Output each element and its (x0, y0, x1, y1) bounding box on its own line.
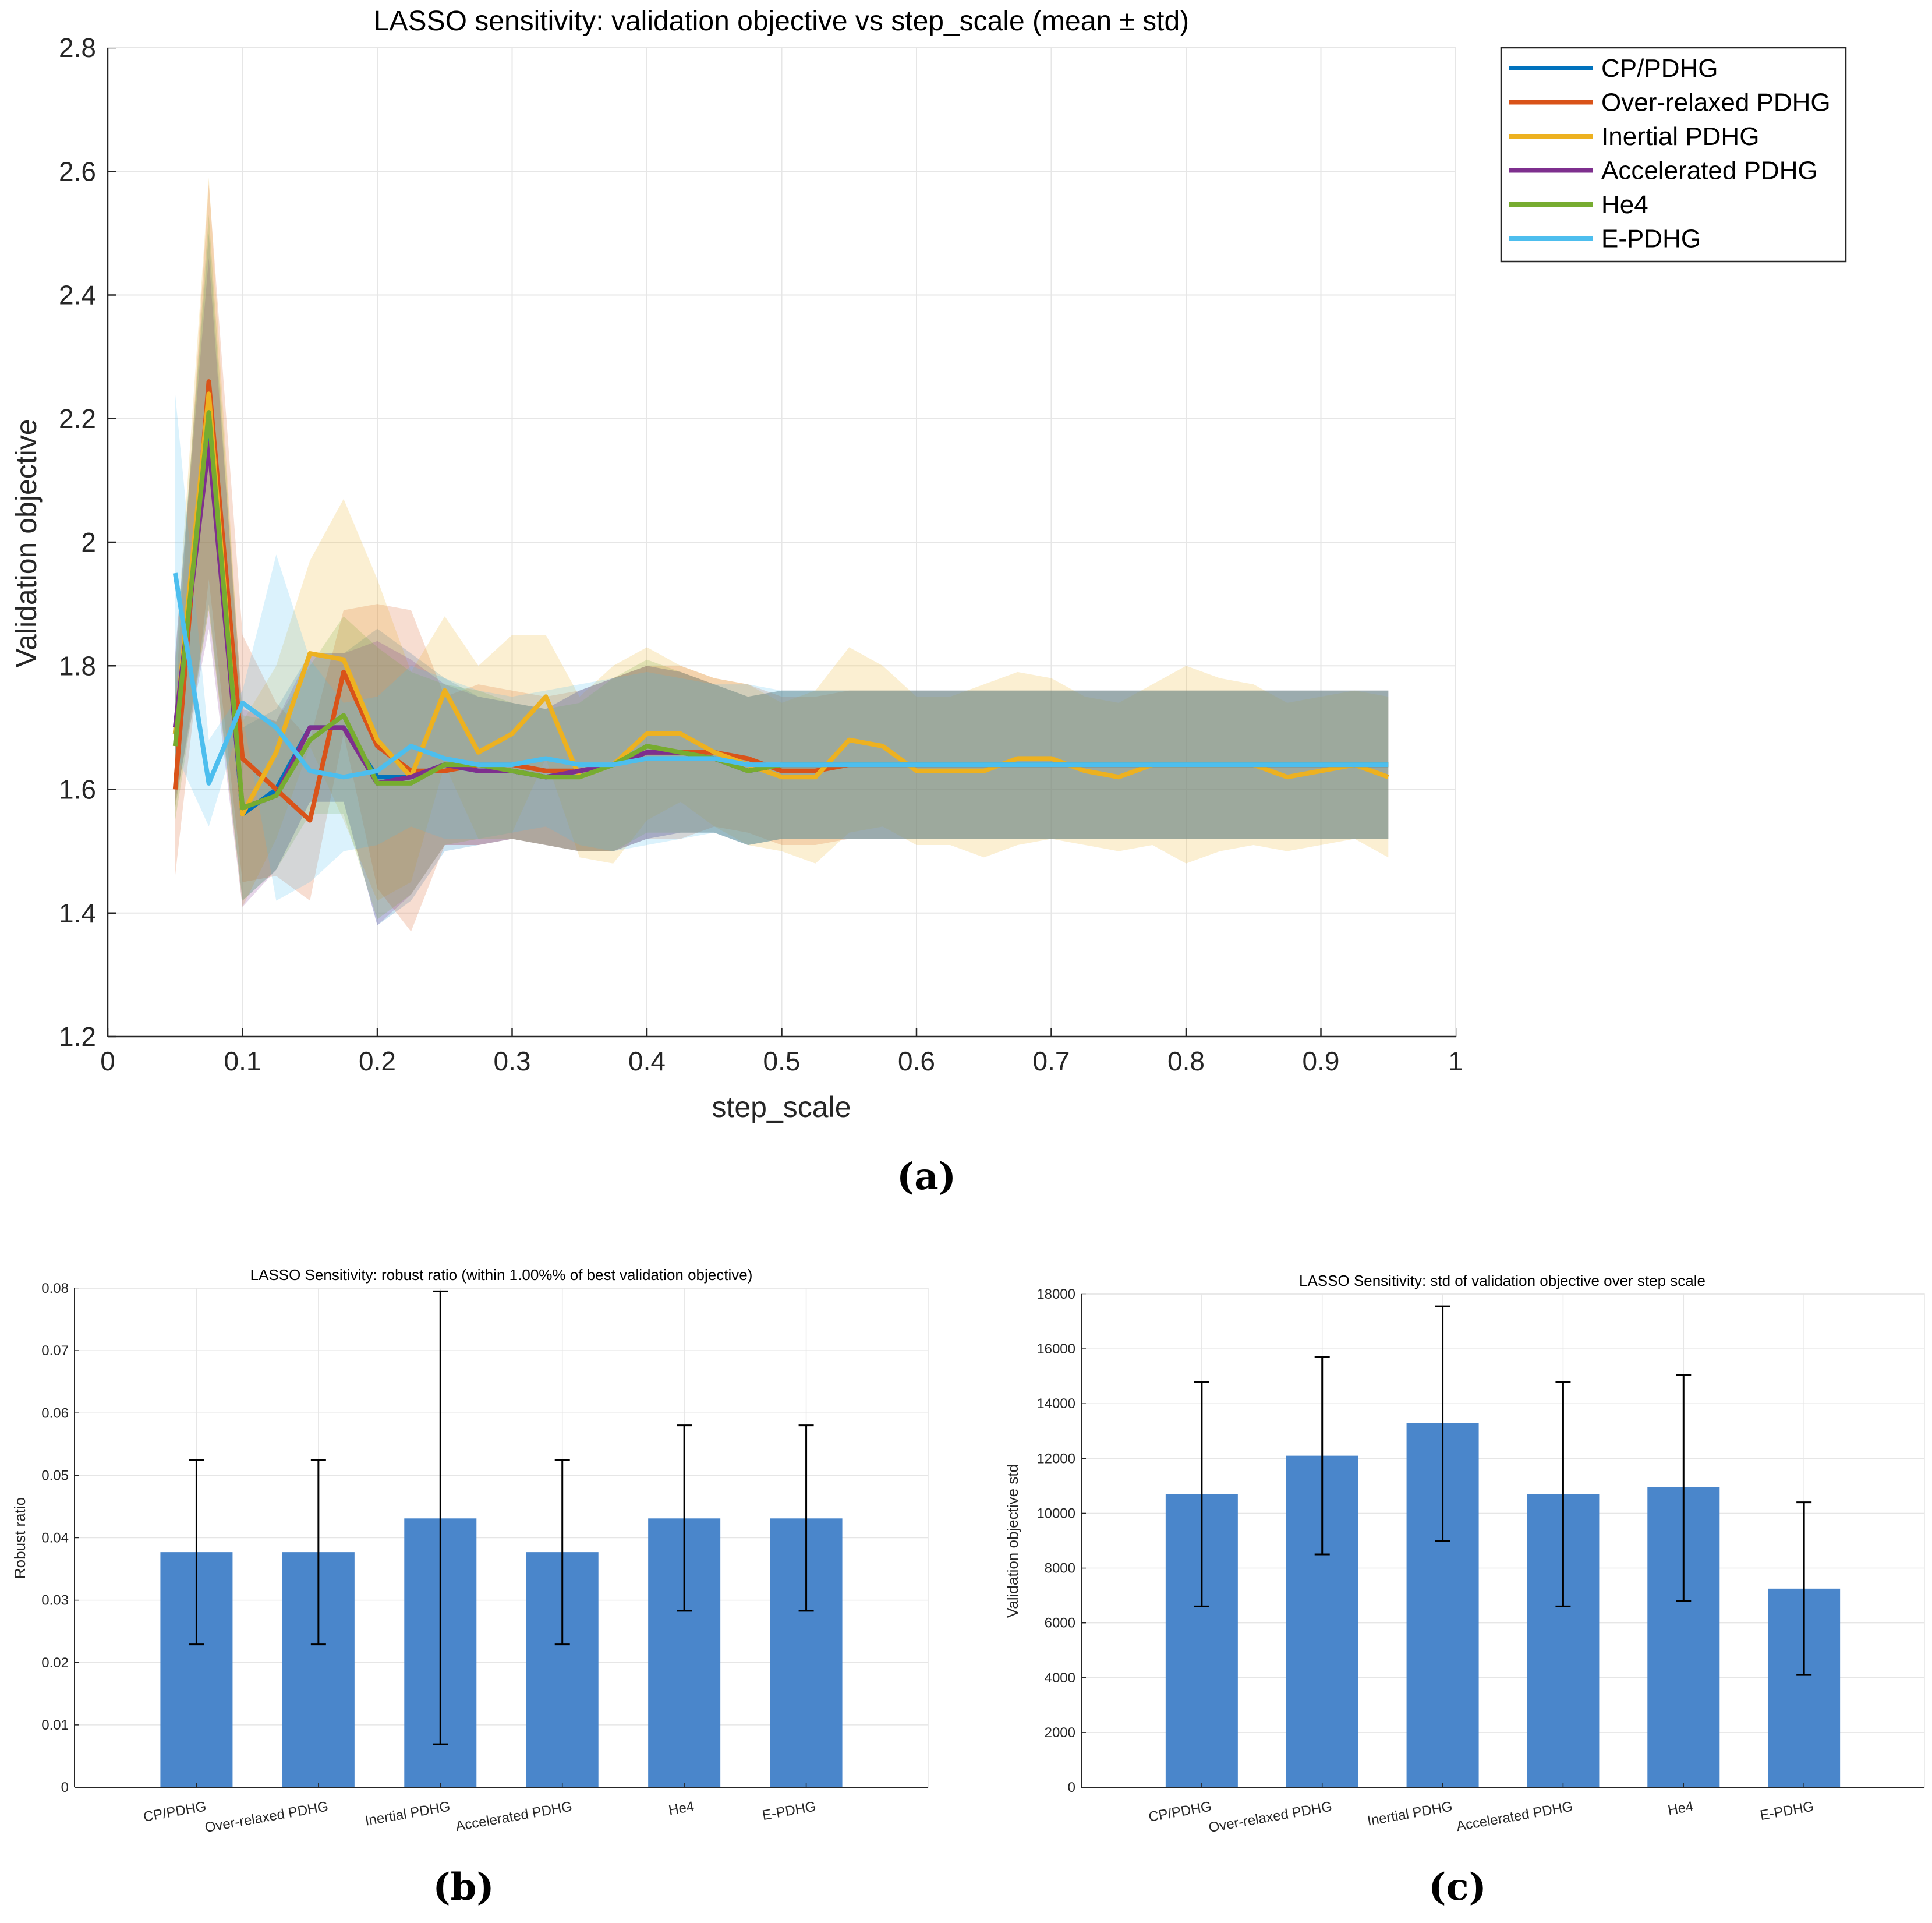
b-xtick-label: Inertial PDHG (364, 1798, 451, 1829)
legend-label-e-pdhg: E-PDHG (1601, 225, 1701, 253)
a-ytick-label: 2.6 (59, 156, 96, 186)
legend-label-over-relaxed-pdhg: Over-relaxed PDHG (1601, 89, 1831, 117)
legend-label-inertial-pdhg: Inertial PDHG (1601, 122, 1759, 151)
b-caption: (b) (433, 1865, 494, 1909)
b-xtick-label: E-PDHG (761, 1798, 818, 1823)
a-ytick-label: 2.4 (59, 280, 96, 310)
c-ytick-label: 10000 (1036, 1505, 1075, 1521)
a-xlabel: step_scale (712, 1091, 851, 1123)
a-xtick-label: 0.5 (763, 1046, 801, 1076)
c-ytick-label: 16000 (1036, 1341, 1075, 1357)
c-xtick-label: Accelerated PDHG (1455, 1798, 1574, 1834)
panel-b: 0 0.01 0.02 0.03 0.04 0.05 0.06 0.07 0.08 CP/PDHG… (11, 1266, 929, 1909)
b-ytick-label: 0.01 (41, 1717, 69, 1733)
b-bars (160, 1518, 843, 1787)
a-xtick-label: 0.2 (359, 1046, 396, 1076)
c-ytick-label: 6000 (1045, 1616, 1075, 1631)
a-ytick-label: 1.2 (59, 1021, 96, 1052)
a-xtick-label: 0.7 (1033, 1046, 1070, 1076)
c-ytick-label: 14000 (1036, 1396, 1075, 1412)
legend-label-cp-pdhg: CP/PDHG (1601, 54, 1718, 83)
c-ytick-label: 2000 (1045, 1725, 1075, 1741)
b-ytick-label: 0.06 (41, 1405, 69, 1421)
legend-label-accelerated-pdhg: Accelerated PDHG (1601, 157, 1818, 185)
std-band-inertial-pdhg (175, 177, 1389, 907)
std-band-over-relaxed-pdhg (175, 183, 1389, 932)
a-ytick-label: 1.8 (59, 651, 96, 681)
std-band-he4 (175, 214, 1389, 920)
a-xtick-label: 0.8 (1167, 1046, 1205, 1076)
a-xtick-label: 0 (100, 1046, 115, 1076)
c-ylabel: Validation objective std (1004, 1464, 1021, 1618)
a-caption: (a) (897, 1155, 956, 1199)
b-title: LASSO Sensitivity: robust ratio (within … (250, 1266, 753, 1284)
c-axes (1081, 1293, 1925, 1788)
c-xtick-label: He4 (1666, 1798, 1694, 1818)
a-xtick-label: 0.3 (494, 1046, 531, 1076)
a-xtick-label: 0.4 (628, 1046, 666, 1076)
c-ytick-label: 0 (1068, 1780, 1075, 1795)
std-band-e-pdhg (175, 394, 1389, 901)
b-xtick-label: Over-relaxed PDHG (204, 1798, 330, 1836)
a-legend: CP/PDHG Over-relaxed PDHG Inertial PDHG Acc… (1500, 47, 1847, 263)
c-xtick-label: Over-relaxed PDHG (1208, 1798, 1333, 1836)
a-ytick-label: 2.8 (59, 33, 96, 63)
a-legend-box (1500, 47, 1847, 263)
c-ytick-label: 8000 (1045, 1561, 1075, 1576)
c-ytick-label: 18000 (1036, 1286, 1075, 1302)
a-grid (108, 48, 1456, 1037)
b-ytick-label: 0.02 (41, 1655, 69, 1671)
panel-c: 0 2000 4000 6000 8000 10000 12000 14000 16000 180… (1004, 1272, 1925, 1909)
b-xtick-label: Accelerated PDHG (454, 1798, 573, 1834)
b-xtick-label: He4 (667, 1798, 695, 1818)
b-ytick-label: 0.07 (41, 1343, 69, 1359)
a-title: LASSO sensitivity: validation objective … (374, 6, 1189, 37)
b-ytick-label: 0.05 (41, 1468, 69, 1483)
c-ytick-label: 4000 (1045, 1670, 1075, 1686)
b-ytick-label: 0.03 (41, 1593, 69, 1609)
a-axes (107, 47, 1457, 1038)
a-xtick-label: 0.6 (898, 1046, 935, 1076)
std-band-accelerated-pdhg (175, 257, 1389, 925)
b-error-bars (189, 1290, 814, 1745)
a-xtick-label: 0.9 (1303, 1046, 1340, 1076)
series-line-e-pdhg (172, 572, 1389, 786)
c-caption: (c) (1428, 1865, 1487, 1909)
b-axes (74, 1288, 929, 1788)
c-xtick-label: E-PDHG (1759, 1798, 1816, 1823)
b-xtick-label: CP/PDHG (142, 1798, 207, 1825)
a-xtick-label: 0.1 (224, 1046, 261, 1076)
a-ylabel: Validation objective (10, 419, 43, 667)
a-mean-lines (172, 379, 1389, 823)
c-ytick-label: 12000 (1036, 1451, 1075, 1466)
c-xtick-label: CP/PDHG (1148, 1798, 1213, 1825)
b-ytick-label: 0.08 (41, 1281, 69, 1296)
a-tick-labels: 0 0.1 0.2 0.3 0.4 0.5 0.6 0.7 0.8 0.9 1 1.2 1.4 1.6 1.… (59, 33, 1463, 1076)
a-ytick-label: 2 (81, 527, 96, 557)
b-ylabel: Robust ratio (11, 1497, 29, 1579)
b-ytick-label: 0 (61, 1780, 69, 1795)
c-title: LASSO Sensitivity: std of validation obj… (1299, 1272, 1705, 1289)
panel-a: 0 0.1 0.2 0.3 0.4 0.5 0.6 0.7 0.8 0.9 1 1.2 1.4 1.6 1.… (10, 6, 1847, 1199)
c-error-bars (1194, 1305, 1812, 1676)
c-xtick-label: Inertial PDHG (1366, 1798, 1453, 1829)
a-ytick-label: 1.4 (59, 898, 96, 928)
legend-label-he4: He4 (1601, 190, 1648, 219)
a-ytick-label: 1.6 (59, 775, 96, 805)
a-ytick-label: 2.2 (59, 404, 96, 434)
a-xtick-label: 1 (1448, 1046, 1463, 1076)
b-ytick-label: 0.04 (41, 1530, 69, 1546)
